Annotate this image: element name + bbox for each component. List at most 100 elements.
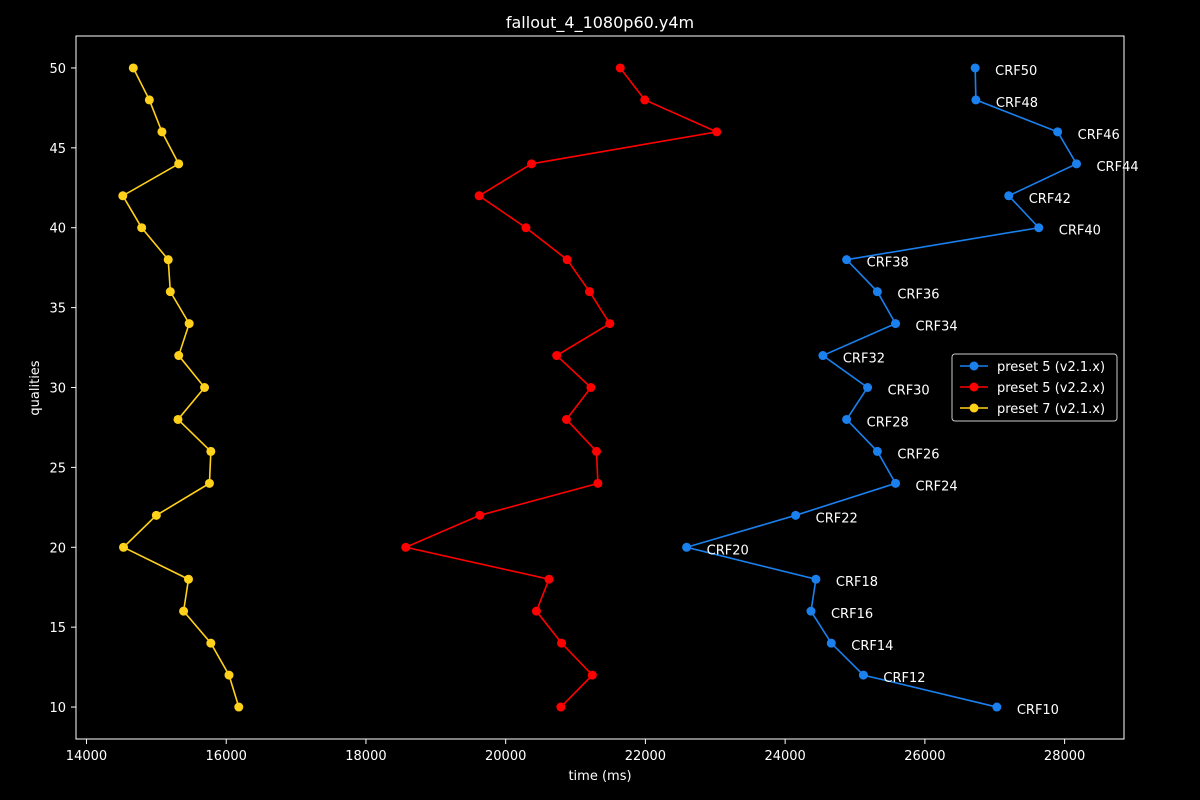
series-3 — [118, 63, 244, 712]
data-point — [592, 446, 602, 456]
data-point — [615, 63, 625, 73]
data-point — [791, 510, 801, 520]
data-point — [557, 638, 567, 648]
annotation-layer: CRF50 CRF48 CRF46 CRF44 CRF42 CRF40 CRF38 CRF36… — [707, 64, 1139, 718]
data-point — [200, 383, 210, 392]
y-axis-label: qualities — [28, 360, 43, 415]
crf-annotation: CRF12 — [883, 671, 925, 686]
data-point — [552, 351, 562, 361]
crf-annotation: CRF20 — [707, 543, 749, 558]
data-point — [992, 702, 1002, 712]
data-point — [826, 638, 836, 648]
chart-title: fallout_4_1080p60.y4m — [506, 13, 694, 33]
data-point — [531, 606, 541, 616]
x-tick-label: 18000 — [345, 749, 386, 764]
data-point — [586, 383, 596, 392]
y-tick-label: 15 — [49, 621, 66, 636]
crf-annotation: CRF38 — [867, 256, 909, 271]
x-tick-label: 24000 — [764, 749, 805, 764]
data-point — [137, 223, 147, 233]
crf-annotation: CRF48 — [996, 96, 1038, 111]
crf-annotation: CRF22 — [816, 511, 858, 526]
data-point — [544, 574, 554, 584]
crf-annotation: CRF10 — [1017, 703, 1059, 718]
y-tick-label: 45 — [49, 142, 66, 157]
data-point — [842, 414, 852, 424]
data-point — [151, 510, 161, 520]
x-tick-label: 16000 — [206, 749, 247, 764]
data-point — [1053, 127, 1063, 137]
data-point — [234, 702, 244, 712]
series-2 — [401, 63, 722, 712]
data-point — [556, 702, 566, 712]
x-axis-label: time (ms) — [568, 769, 631, 784]
data-point — [118, 191, 128, 201]
y-tick-label: 25 — [49, 461, 66, 476]
legend-item: preset 5 (v2.2.x) — [960, 381, 1105, 396]
legend-label: preset 5 (v2.2.x) — [997, 381, 1105, 396]
legend-swatch-marker — [969, 382, 979, 392]
data-point — [872, 287, 882, 297]
data-point — [587, 670, 597, 680]
data-point — [119, 542, 129, 552]
data-point — [204, 478, 214, 488]
data-point — [858, 670, 868, 680]
data-point — [163, 255, 173, 265]
data-point — [165, 287, 175, 297]
crf-annotation: CRF26 — [897, 447, 939, 462]
data-point — [184, 319, 194, 329]
data-point — [224, 670, 234, 680]
crf-annotation: CRF18 — [836, 575, 878, 590]
data-point — [474, 191, 484, 201]
y-axis: 10 15 20 25 30 35 40 45 50 — [49, 62, 76, 716]
data-point — [183, 574, 193, 584]
y-tick-label: 50 — [49, 62, 66, 77]
legend-item: preset 5 (v2.1.x) — [960, 360, 1105, 375]
data-point — [842, 255, 852, 265]
legend-item: preset 7 (v2.1.x) — [960, 402, 1105, 417]
legend-swatch-marker — [969, 361, 979, 371]
data-point — [1004, 191, 1014, 201]
crf-annotation: CRF14 — [851, 639, 893, 654]
data-point — [157, 127, 167, 137]
data-point — [206, 638, 216, 648]
x-axis: 14000 16000 18000 20000 22000 24000 26000 28000 — [66, 739, 1085, 764]
y-tick-label: 10 — [49, 701, 66, 716]
legend: preset 5 (v2.1.x) preset 5 (v2.2.x) preset… — [951, 353, 1118, 422]
series-layer — [118, 63, 1081, 712]
data-point — [640, 95, 650, 105]
data-point — [682, 542, 692, 552]
data-point — [1071, 159, 1081, 169]
data-point — [173, 414, 183, 424]
data-point — [863, 383, 873, 392]
plot-area — [75, 35, 1125, 740]
data-point — [179, 606, 189, 616]
data-point — [811, 574, 821, 584]
crf-annotation: CRF44 — [1096, 160, 1138, 175]
y-tick-label: 30 — [49, 382, 66, 397]
data-point — [174, 351, 184, 361]
crf-annotation: CRF42 — [1029, 192, 1071, 207]
data-point — [1034, 223, 1044, 233]
crf-annotation: CRF16 — [831, 607, 873, 622]
x-tick-label: 20000 — [485, 749, 526, 764]
crf-annotation: CRF24 — [916, 479, 958, 494]
data-point — [475, 510, 485, 520]
crf-annotation: CRF46 — [1078, 128, 1120, 143]
data-point — [561, 414, 571, 424]
legend-label: preset 5 (v2.1.x) — [997, 360, 1105, 375]
legend-swatch-marker — [969, 403, 979, 413]
crf-annotation: CRF32 — [843, 352, 885, 367]
data-point — [970, 63, 980, 73]
data-point — [521, 223, 531, 233]
data-point — [872, 446, 882, 456]
data-point — [144, 95, 154, 105]
data-point — [712, 127, 722, 137]
x-tick-label: 28000 — [1044, 749, 1085, 764]
data-point — [891, 319, 901, 329]
data-point — [206, 446, 216, 456]
data-point — [605, 319, 615, 329]
data-point — [174, 159, 184, 169]
y-tick-label: 40 — [49, 222, 66, 237]
